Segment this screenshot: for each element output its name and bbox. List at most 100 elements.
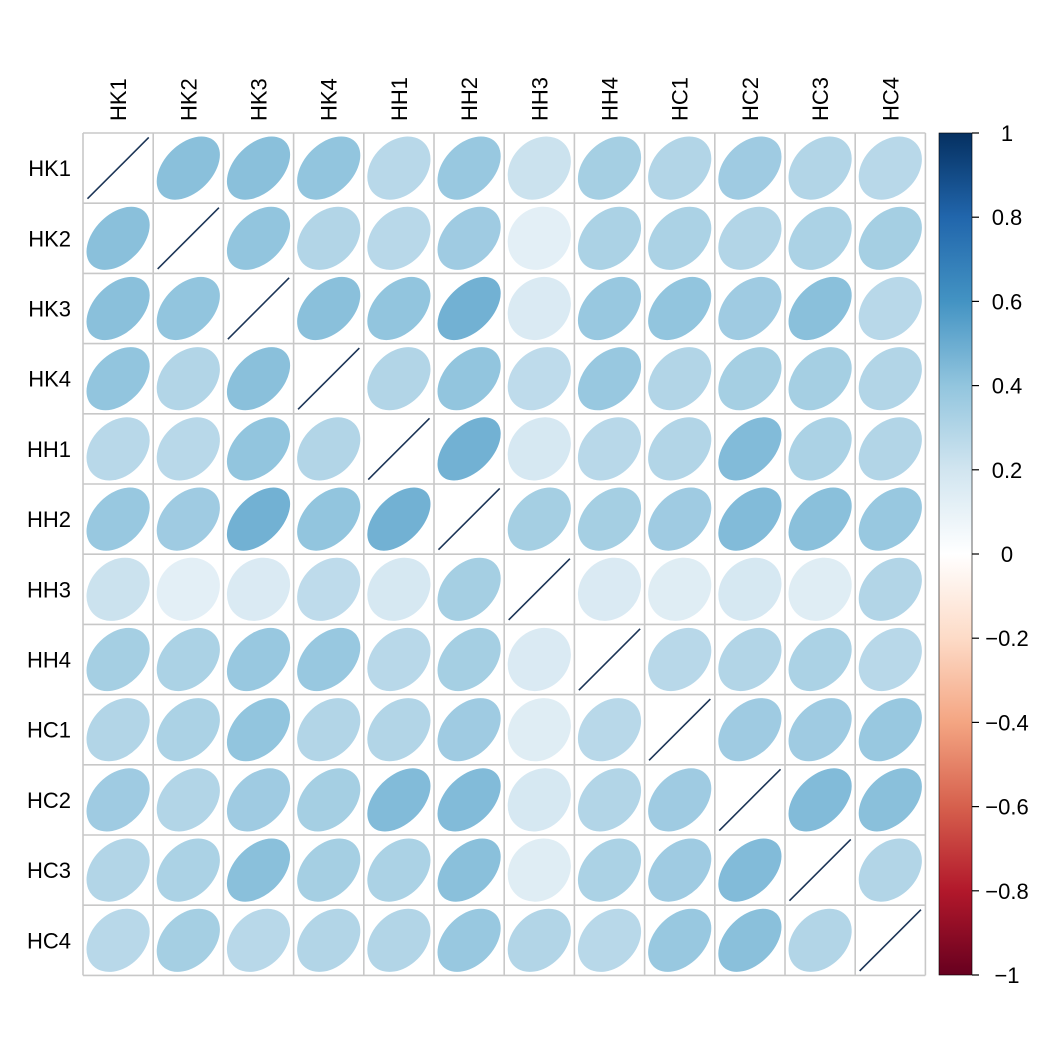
row-label: HK1 — [28, 156, 71, 181]
correlation-diagonal-line — [86, 136, 150, 200]
correlation-ellipse — [648, 908, 712, 972]
correlation-ellipse — [507, 487, 571, 551]
correlation-ellipse — [226, 627, 291, 692]
correlation-ellipse — [507, 838, 571, 902]
correlation-ellipse — [648, 276, 712, 341]
correlation-ellipse — [648, 768, 712, 832]
column-label: HC4 — [878, 77, 903, 121]
row-label: HH2 — [27, 507, 71, 532]
correlation-ellipse — [156, 557, 220, 621]
correlation-ellipse — [367, 698, 431, 762]
correlation-ellipse — [718, 206, 782, 270]
correlation-ellipse — [297, 136, 361, 200]
correlation-ellipse — [648, 347, 712, 411]
grid-lines — [82, 132, 927, 977]
correlation-ellipse — [788, 276, 852, 341]
correlation-ellipse — [648, 206, 712, 270]
row-label: HC1 — [27, 718, 71, 743]
correlation-ellipse — [86, 487, 150, 551]
correlation-ellipse — [788, 487, 852, 551]
correlation-ellipse — [367, 276, 431, 341]
colorbar-tick-label: 0.8 — [992, 205, 1023, 230]
correlation-ellipse — [648, 136, 712, 200]
correlation-ellipse — [226, 136, 291, 200]
row-label: HH3 — [27, 577, 71, 602]
correlation-ellipse — [718, 908, 782, 972]
correlation-ellipse — [788, 206, 852, 270]
correlation-diagonal-line — [788, 838, 852, 902]
correlation-ellipse — [788, 627, 852, 692]
correlation-diagonal-line — [648, 698, 711, 761]
correlation-cells — [86, 136, 922, 972]
correlation-ellipse — [86, 627, 150, 692]
column-label: HH3 — [527, 77, 552, 121]
correlation-ellipse — [858, 698, 922, 762]
correlation-ellipse — [577, 487, 642, 551]
correlation-diagonal-line — [367, 417, 431, 481]
row-label: HH4 — [27, 648, 71, 673]
correlation-ellipse — [156, 487, 220, 551]
correlation-ellipse — [858, 627, 922, 692]
correlation-ellipse — [367, 136, 431, 200]
column-label: HC3 — [808, 77, 833, 121]
row-label: HC4 — [27, 928, 71, 953]
correlation-ellipse — [577, 136, 642, 200]
correlation-ellipse — [577, 206, 642, 270]
correlation-ellipse — [507, 698, 571, 762]
correlation-diagonal-line — [437, 487, 501, 551]
correlation-ellipse — [86, 838, 150, 902]
correlation-ellipse — [156, 838, 220, 902]
row-label: HC3 — [27, 858, 71, 883]
column-label: HH1 — [387, 77, 412, 121]
column-label: HC1 — [668, 77, 693, 121]
correlation-ellipse — [297, 768, 361, 832]
correlation-diagonal-line — [859, 909, 922, 972]
correlation-ellipse — [718, 417, 782, 481]
correlation-ellipse — [226, 768, 291, 832]
correlation-ellipse — [156, 908, 220, 972]
colorbar-tick-label: 1 — [1001, 121, 1013, 146]
column-label: HK3 — [247, 78, 272, 121]
correlation-ellipse — [297, 838, 361, 902]
correlation-ellipse — [858, 768, 922, 832]
correlation-ellipse — [437, 768, 501, 832]
correlation-ellipse — [577, 347, 642, 411]
correlation-ellipse — [507, 768, 571, 832]
column-label: HH4 — [598, 77, 623, 121]
correlation-ellipse — [297, 417, 361, 481]
correlation-ellipse — [718, 627, 782, 692]
correlation-diagonal-line — [157, 207, 220, 270]
colorbar-tick-label: 0.4 — [992, 374, 1023, 399]
correlation-ellipse — [858, 206, 922, 270]
colorbar-tick-label: 0 — [1001, 542, 1013, 567]
correlation-ellipse — [297, 908, 361, 972]
correlation-diagonal-line — [578, 628, 641, 691]
correlation-ellipse — [577, 417, 642, 481]
correlation-ellipse — [156, 698, 220, 762]
correlation-ellipse — [788, 417, 852, 481]
correlation-ellipse — [507, 206, 571, 270]
correlation-ellipse — [577, 698, 642, 762]
row-labels: HK1 HK2 HK3 HK4 HH1 HH2 HH3 HH4 HC1 HC2 HC3 HC4 — [27, 156, 71, 953]
correlation-ellipse — [226, 206, 291, 270]
correlation-ellipse — [86, 347, 150, 411]
correlation-ellipse — [788, 557, 852, 621]
correlation-ellipse — [437, 908, 501, 972]
correlation-ellipse — [297, 487, 361, 551]
correlation-ellipse — [648, 417, 712, 481]
correlation-ellipse — [156, 768, 220, 832]
correlation-ellipse — [226, 417, 291, 481]
correlation-ellipse — [507, 276, 571, 341]
row-label: HC2 — [27, 788, 71, 813]
correlation-ellipse — [788, 908, 852, 972]
colorbar-tick-label: −0.8 — [985, 879, 1028, 904]
correlation-ellipse — [437, 206, 501, 270]
correlation-ellipse — [507, 908, 571, 972]
correlation-ellipse — [718, 838, 782, 902]
correlation-ellipse — [156, 276, 220, 341]
correlation-ellipse — [718, 276, 782, 341]
correlation-ellipse — [226, 487, 291, 551]
correlation-ellipse — [297, 276, 361, 341]
correlation-ellipse — [86, 206, 150, 270]
